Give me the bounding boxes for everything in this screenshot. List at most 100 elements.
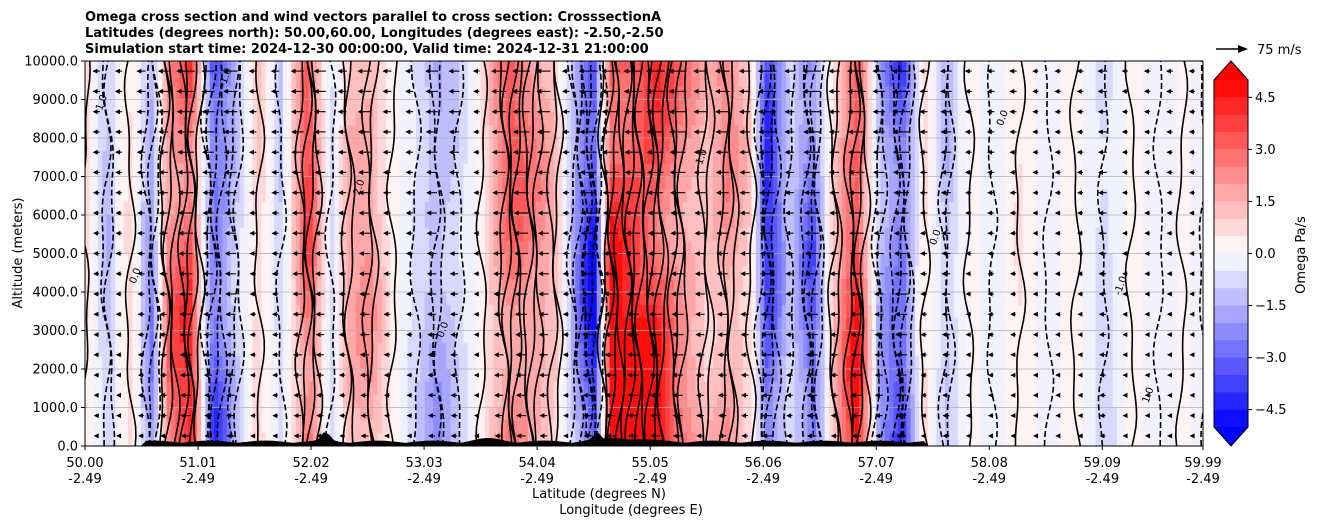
heatmap-cell	[570, 215, 576, 229]
heatmap-cell	[454, 202, 460, 216]
heatmap-cell	[119, 150, 125, 165]
heatmap-cell	[364, 292, 370, 306]
heatmap-cell	[411, 240, 417, 255]
heatmap-cell	[523, 150, 529, 165]
heatmap-cell	[411, 420, 417, 434]
heatmap-cell	[123, 86, 129, 101]
heatmap-cell	[687, 73, 692, 88]
heatmap-cell	[334, 163, 340, 178]
heatmap-cell	[248, 292, 254, 306]
heatmap-cell	[282, 343, 288, 357]
heatmap-cell	[622, 407, 628, 421]
heatmap-cell	[239, 112, 245, 126]
heatmap-cell	[171, 266, 176, 280]
heatmap-cell	[626, 407, 632, 421]
heatmap-cell	[691, 266, 697, 280]
heatmap-cell	[523, 61, 529, 75]
heatmap-cell	[618, 304, 624, 319]
heatmap-cell	[562, 330, 568, 344]
heatmap-cell	[93, 150, 99, 165]
heatmap-cell	[153, 125, 159, 139]
heatmap-cell	[373, 304, 378, 319]
heatmap-cell	[201, 394, 206, 409]
heatmap-cell	[252, 292, 258, 306]
heatmap-cell	[244, 279, 249, 293]
heatmap-cell	[515, 330, 520, 344]
heatmap-cell	[454, 394, 460, 409]
heatmap-cell	[145, 73, 151, 88]
heatmap-cell	[725, 292, 731, 306]
heatmap-cell	[781, 240, 787, 255]
heatmap-cell	[441, 189, 447, 203]
heatmap-cell	[794, 61, 800, 75]
heatmap-cell	[347, 240, 353, 255]
heatmap-cell	[291, 73, 297, 88]
heatmap-cell	[312, 330, 318, 344]
heatmap-cell	[570, 125, 576, 139]
heatmap-cell	[183, 420, 189, 434]
heatmap-cell	[678, 73, 684, 88]
heatmap-cell	[390, 394, 396, 409]
heatmap-cell	[162, 163, 168, 178]
heatmap-cell	[89, 420, 95, 434]
heatmap-cell	[592, 343, 598, 357]
heatmap-cell	[661, 266, 667, 280]
heatmap-cell	[149, 343, 155, 357]
heatmap-cell	[592, 356, 598, 370]
heatmap-cell	[549, 227, 555, 242]
heatmap-cell	[695, 253, 701, 267]
heatmap-cell	[613, 189, 619, 203]
heatmap-cell	[519, 150, 525, 165]
heatmap-cell	[261, 176, 267, 190]
heatmap-cell	[570, 394, 576, 409]
heatmap-cell	[282, 61, 288, 75]
heatmap-cell	[656, 381, 662, 396]
heatmap-cell	[196, 61, 202, 75]
heatmap-cell	[429, 61, 434, 75]
heatmap-cell	[480, 73, 486, 88]
heatmap-cell	[386, 253, 391, 267]
heatmap-cell	[480, 279, 486, 293]
heatmap-cell	[218, 227, 224, 242]
heatmap-cell	[278, 292, 284, 306]
heatmap-cell	[364, 343, 370, 357]
heatmap-cell	[635, 317, 641, 332]
heatmap-cell	[351, 253, 357, 267]
heatmap-cell	[381, 356, 387, 370]
heatmap-cell	[652, 369, 658, 383]
heatmap-cell	[540, 99, 546, 113]
heatmap-cell	[196, 304, 202, 319]
heatmap-cell	[536, 227, 542, 242]
heatmap-cell	[222, 61, 228, 75]
heatmap-cell	[364, 381, 370, 396]
heatmap-cell	[536, 369, 542, 383]
heatmap-cell	[196, 99, 202, 113]
heatmap-cell	[355, 317, 361, 332]
heatmap-cell	[162, 356, 168, 370]
heatmap-cell	[562, 381, 568, 396]
heatmap-cell	[175, 394, 181, 409]
heatmap-cell	[89, 215, 95, 229]
heatmap-cell	[192, 279, 198, 293]
heatmap-cell	[497, 381, 503, 396]
heatmap-cell	[325, 150, 331, 165]
heatmap-cell	[583, 240, 589, 255]
heatmap-cell	[145, 215, 151, 229]
heatmap-cell	[583, 292, 589, 306]
heatmap-cell	[192, 317, 198, 332]
heatmap-cell	[231, 163, 237, 178]
heatmap-cell	[171, 330, 176, 344]
heatmap-cell	[334, 150, 340, 165]
heatmap-cell	[261, 202, 267, 216]
heatmap-cell	[343, 381, 348, 396]
heatmap-cell	[669, 343, 675, 357]
heatmap-cell	[790, 99, 796, 113]
heatmap-cell	[674, 394, 679, 409]
heatmap-cell	[162, 138, 168, 152]
heatmap-cell	[343, 138, 348, 152]
heatmap-cell	[218, 369, 224, 383]
heatmap-cell	[411, 266, 417, 280]
heatmap-cell	[304, 215, 310, 229]
heatmap-cell	[751, 279, 757, 293]
heatmap-cell	[106, 99, 112, 113]
